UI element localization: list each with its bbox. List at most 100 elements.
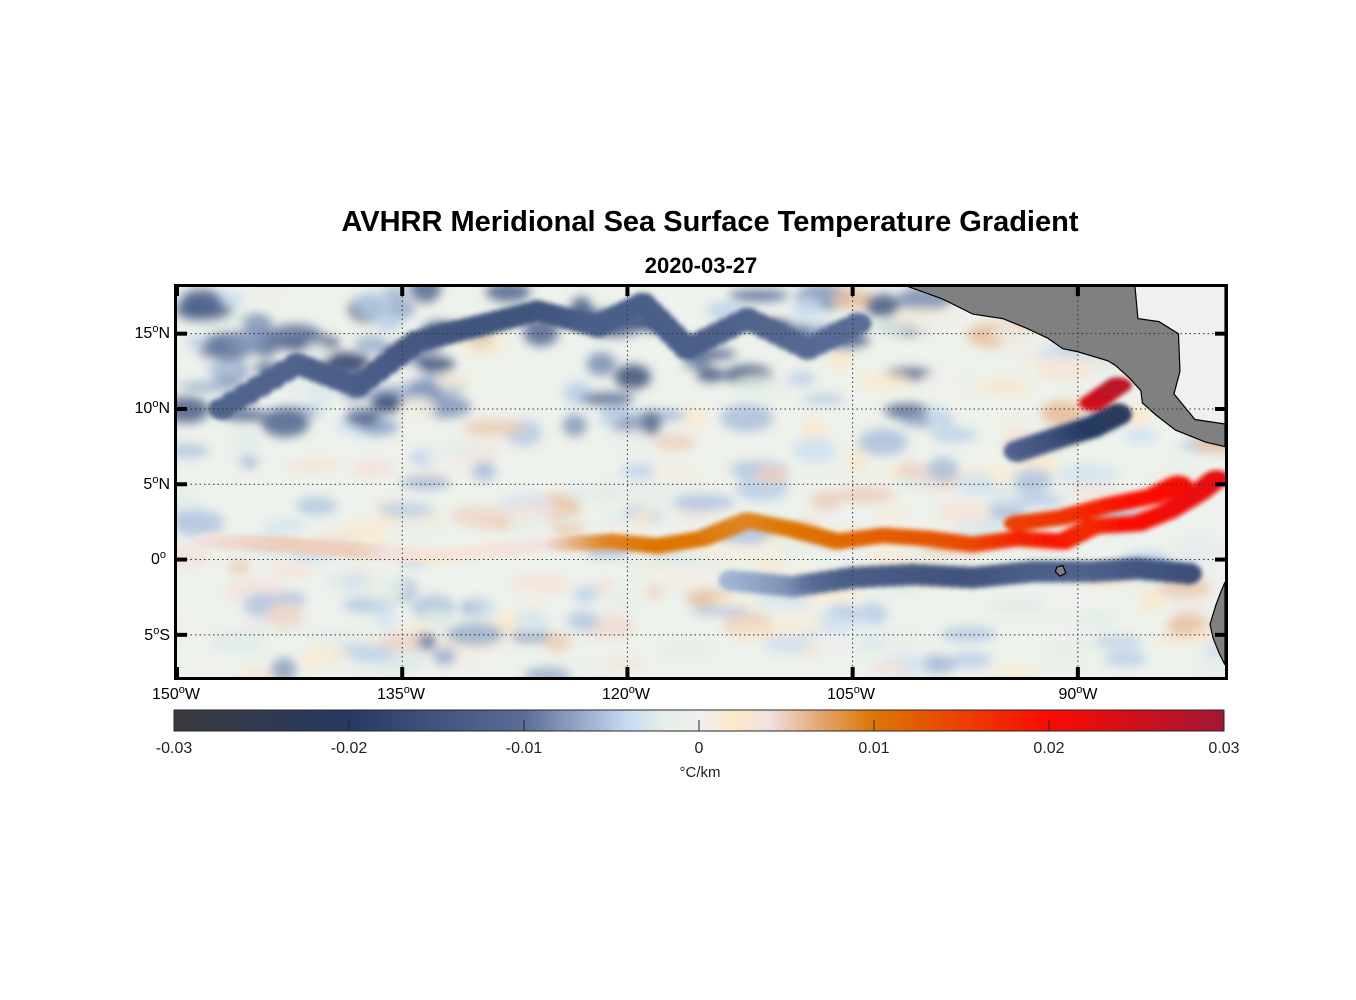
field-blob	[987, 599, 1048, 614]
feature-blob	[1103, 403, 1132, 426]
lat-label: 5oS	[144, 625, 170, 644]
colorbar-tick-label: 0.02	[1033, 740, 1065, 757]
field-blob	[728, 289, 789, 302]
field-blob	[727, 625, 782, 640]
field-blob	[877, 508, 912, 522]
field-blob	[872, 320, 910, 335]
feature-blob	[1103, 377, 1132, 394]
field-blob	[956, 473, 996, 495]
field-blob	[831, 287, 873, 310]
lat-label: 15oN	[134, 323, 170, 342]
field-blob	[371, 392, 403, 414]
south-cold-band	[718, 557, 1202, 598]
lat-label: 0o	[150, 549, 166, 568]
field-blob	[180, 289, 223, 315]
field-blob	[381, 287, 410, 297]
field-blob	[794, 470, 857, 490]
field-blob	[432, 647, 458, 665]
caribbean-sea	[1134, 287, 1225, 425]
field-blob	[611, 589, 641, 615]
field-blob	[1123, 428, 1158, 444]
field-blob	[406, 621, 432, 634]
lon-label: 150oW	[152, 684, 200, 703]
field-blob	[1056, 463, 1120, 485]
field-blob	[997, 415, 1032, 429]
chart-title: AVHRR Meridional Sea Surface Temperature…	[341, 206, 1079, 238]
field-blob	[414, 357, 437, 369]
field-blob	[308, 385, 331, 413]
field-blob	[523, 318, 559, 347]
field-blob	[653, 433, 696, 452]
feature-blob	[843, 312, 872, 335]
field-blob	[500, 501, 562, 517]
field-blob	[307, 631, 352, 644]
lon-label: 90oW	[1058, 684, 1098, 703]
colorbar-ticks	[348, 720, 1050, 731]
field-blob	[562, 414, 587, 437]
field-blob	[892, 477, 940, 489]
field-blob	[460, 658, 504, 677]
field-blob	[519, 586, 546, 615]
field-blob	[228, 559, 251, 574]
field-blob	[400, 396, 436, 420]
field-blob	[271, 657, 297, 677]
field-blob	[1092, 636, 1144, 649]
field-blob	[821, 615, 874, 626]
field-blob	[827, 351, 854, 369]
field-blob	[462, 419, 525, 436]
field-blob	[509, 631, 555, 643]
field-blob	[209, 630, 267, 652]
field-blob	[1195, 655, 1225, 677]
lon-label: 135oW	[377, 684, 425, 703]
map-frame	[174, 284, 1228, 680]
colorbar-tick-label: -0.03	[155, 740, 193, 757]
field-blob	[1037, 359, 1093, 382]
field-blob	[571, 661, 616, 677]
field-blob	[1103, 651, 1148, 666]
field-blob	[345, 408, 381, 427]
field-blob	[934, 501, 993, 523]
field-blob	[1154, 633, 1195, 645]
field-blob	[790, 297, 823, 322]
field-blob	[829, 505, 864, 524]
tehuantepec-cold	[1003, 403, 1132, 463]
field-blob	[524, 666, 572, 677]
galapagos-land	[1054, 564, 1067, 577]
field-blob	[566, 611, 599, 631]
coast-land	[1209, 581, 1225, 666]
field-blob	[586, 352, 617, 376]
field-blob	[877, 539, 901, 565]
field-blob	[779, 535, 805, 555]
field-blob	[543, 631, 572, 652]
field-blob	[1013, 468, 1053, 494]
field-blob	[485, 287, 531, 303]
field-blob	[662, 569, 707, 589]
field-blob	[672, 493, 736, 511]
papagayo-warm	[1078, 377, 1132, 411]
field-blob	[375, 603, 396, 631]
field-blob	[1012, 494, 1066, 507]
field-blob	[1125, 405, 1150, 427]
field-blob	[471, 601, 497, 615]
feature-blob	[1202, 470, 1225, 487]
field-blob	[835, 486, 895, 504]
chart-subtitle: 2020-03-27	[644, 253, 758, 278]
field-blob	[304, 341, 328, 361]
field-blob	[580, 392, 635, 406]
field-blob	[691, 605, 750, 616]
axis-ticks	[175, 285, 1227, 678]
field-blob	[1170, 605, 1209, 619]
graticule	[177, 287, 1225, 677]
field-blob	[752, 557, 786, 575]
field-blob	[449, 505, 508, 528]
field-blob	[435, 442, 493, 456]
field-blob	[802, 393, 845, 405]
field-blob	[354, 291, 391, 319]
field-blob	[354, 335, 387, 354]
field-blob	[608, 428, 649, 451]
field-blob	[927, 655, 957, 673]
colorbar-unit-label: °C/km	[679, 764, 721, 781]
field-blob	[839, 544, 862, 565]
field-blob	[177, 545, 212, 569]
field-blob	[941, 626, 997, 642]
